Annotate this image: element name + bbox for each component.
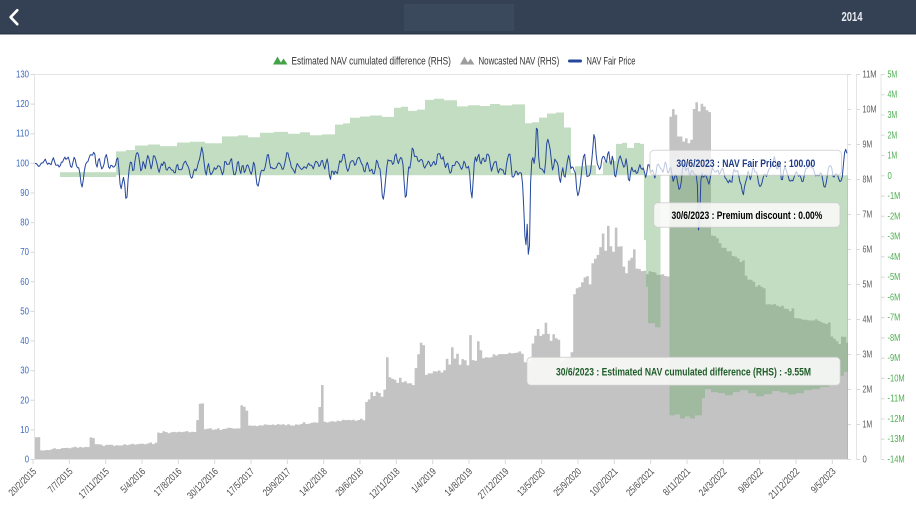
svg-text:4M: 4M (888, 90, 898, 101)
svg-text:-14M: -14M (888, 455, 905, 466)
svg-text:-2M: -2M (888, 211, 901, 222)
svg-text:-13M: -13M (888, 434, 905, 445)
svg-text:-4M: -4M (888, 252, 901, 263)
svg-text:-9M: -9M (888, 353, 901, 364)
svg-text:40: 40 (20, 336, 29, 347)
svg-text:80: 80 (20, 218, 29, 229)
svg-text:-11M: -11M (888, 394, 905, 405)
svg-text:30: 30 (20, 366, 29, 377)
svg-text:20: 20 (20, 395, 29, 406)
svg-text:-8M: -8M (888, 333, 901, 344)
svg-text:3M: 3M (888, 110, 898, 121)
svg-text:-6M: -6M (888, 292, 901, 303)
svg-text:-5M: -5M (888, 272, 901, 283)
svg-text:1M: 1M (863, 420, 873, 431)
svg-text:0: 0 (25, 455, 30, 466)
svg-text:Nowcasted NAV (RHS): Nowcasted NAV (RHS) (479, 56, 560, 68)
svg-text:30/6/2023 : NAV Fair Price : 1: 30/6/2023 : NAV Fair Price : 100.00 (676, 158, 815, 170)
svg-text:9M: 9M (863, 140, 873, 151)
svg-text:0: 0 (863, 455, 868, 466)
svg-text:110: 110 (16, 129, 29, 140)
svg-text:3M: 3M (863, 350, 873, 361)
svg-text:-3M: -3M (888, 232, 901, 243)
svg-text:10M: 10M (863, 105, 877, 116)
svg-text:70: 70 (20, 247, 29, 258)
svg-text:8M: 8M (863, 175, 873, 186)
svg-text:-7M: -7M (888, 313, 901, 324)
svg-text:NAV Fair Price: NAV Fair Price (587, 56, 636, 68)
svg-text:30/6/2023 : Premium discount :: 30/6/2023 : Premium discount : 0.00% (672, 210, 823, 222)
svg-text:2M: 2M (863, 385, 873, 396)
svg-text:0: 0 (888, 171, 893, 182)
svg-text:130: 130 (16, 70, 29, 81)
svg-text:50: 50 (20, 306, 29, 317)
svg-text:30/6/2023 : Estimated NAV cumu: 30/6/2023 : Estimated NAV cumulated diff… (556, 366, 811, 378)
svg-text:1M: 1M (888, 151, 898, 162)
svg-text:Estimated NAV cumulated differ: Estimated NAV cumulated difference (RHS) (292, 56, 451, 68)
svg-text:-12M: -12M (888, 414, 905, 425)
svg-text:7M: 7M (863, 210, 873, 221)
svg-text:-1M: -1M (888, 191, 901, 202)
svg-text:6M: 6M (863, 245, 873, 256)
svg-text:4M: 4M (863, 315, 873, 326)
svg-text:120: 120 (16, 99, 29, 110)
svg-text:5M: 5M (888, 70, 898, 81)
svg-text:90: 90 (20, 188, 29, 199)
svg-text:2014: 2014 (842, 9, 864, 24)
svg-text:60: 60 (20, 277, 29, 288)
svg-text:100: 100 (16, 158, 29, 169)
svg-text:2M: 2M (888, 130, 898, 141)
svg-text:-10M: -10M (888, 373, 905, 384)
svg-text:11M: 11M (863, 70, 877, 81)
svg-text:10: 10 (20, 425, 29, 436)
svg-text:5M: 5M (863, 280, 873, 291)
